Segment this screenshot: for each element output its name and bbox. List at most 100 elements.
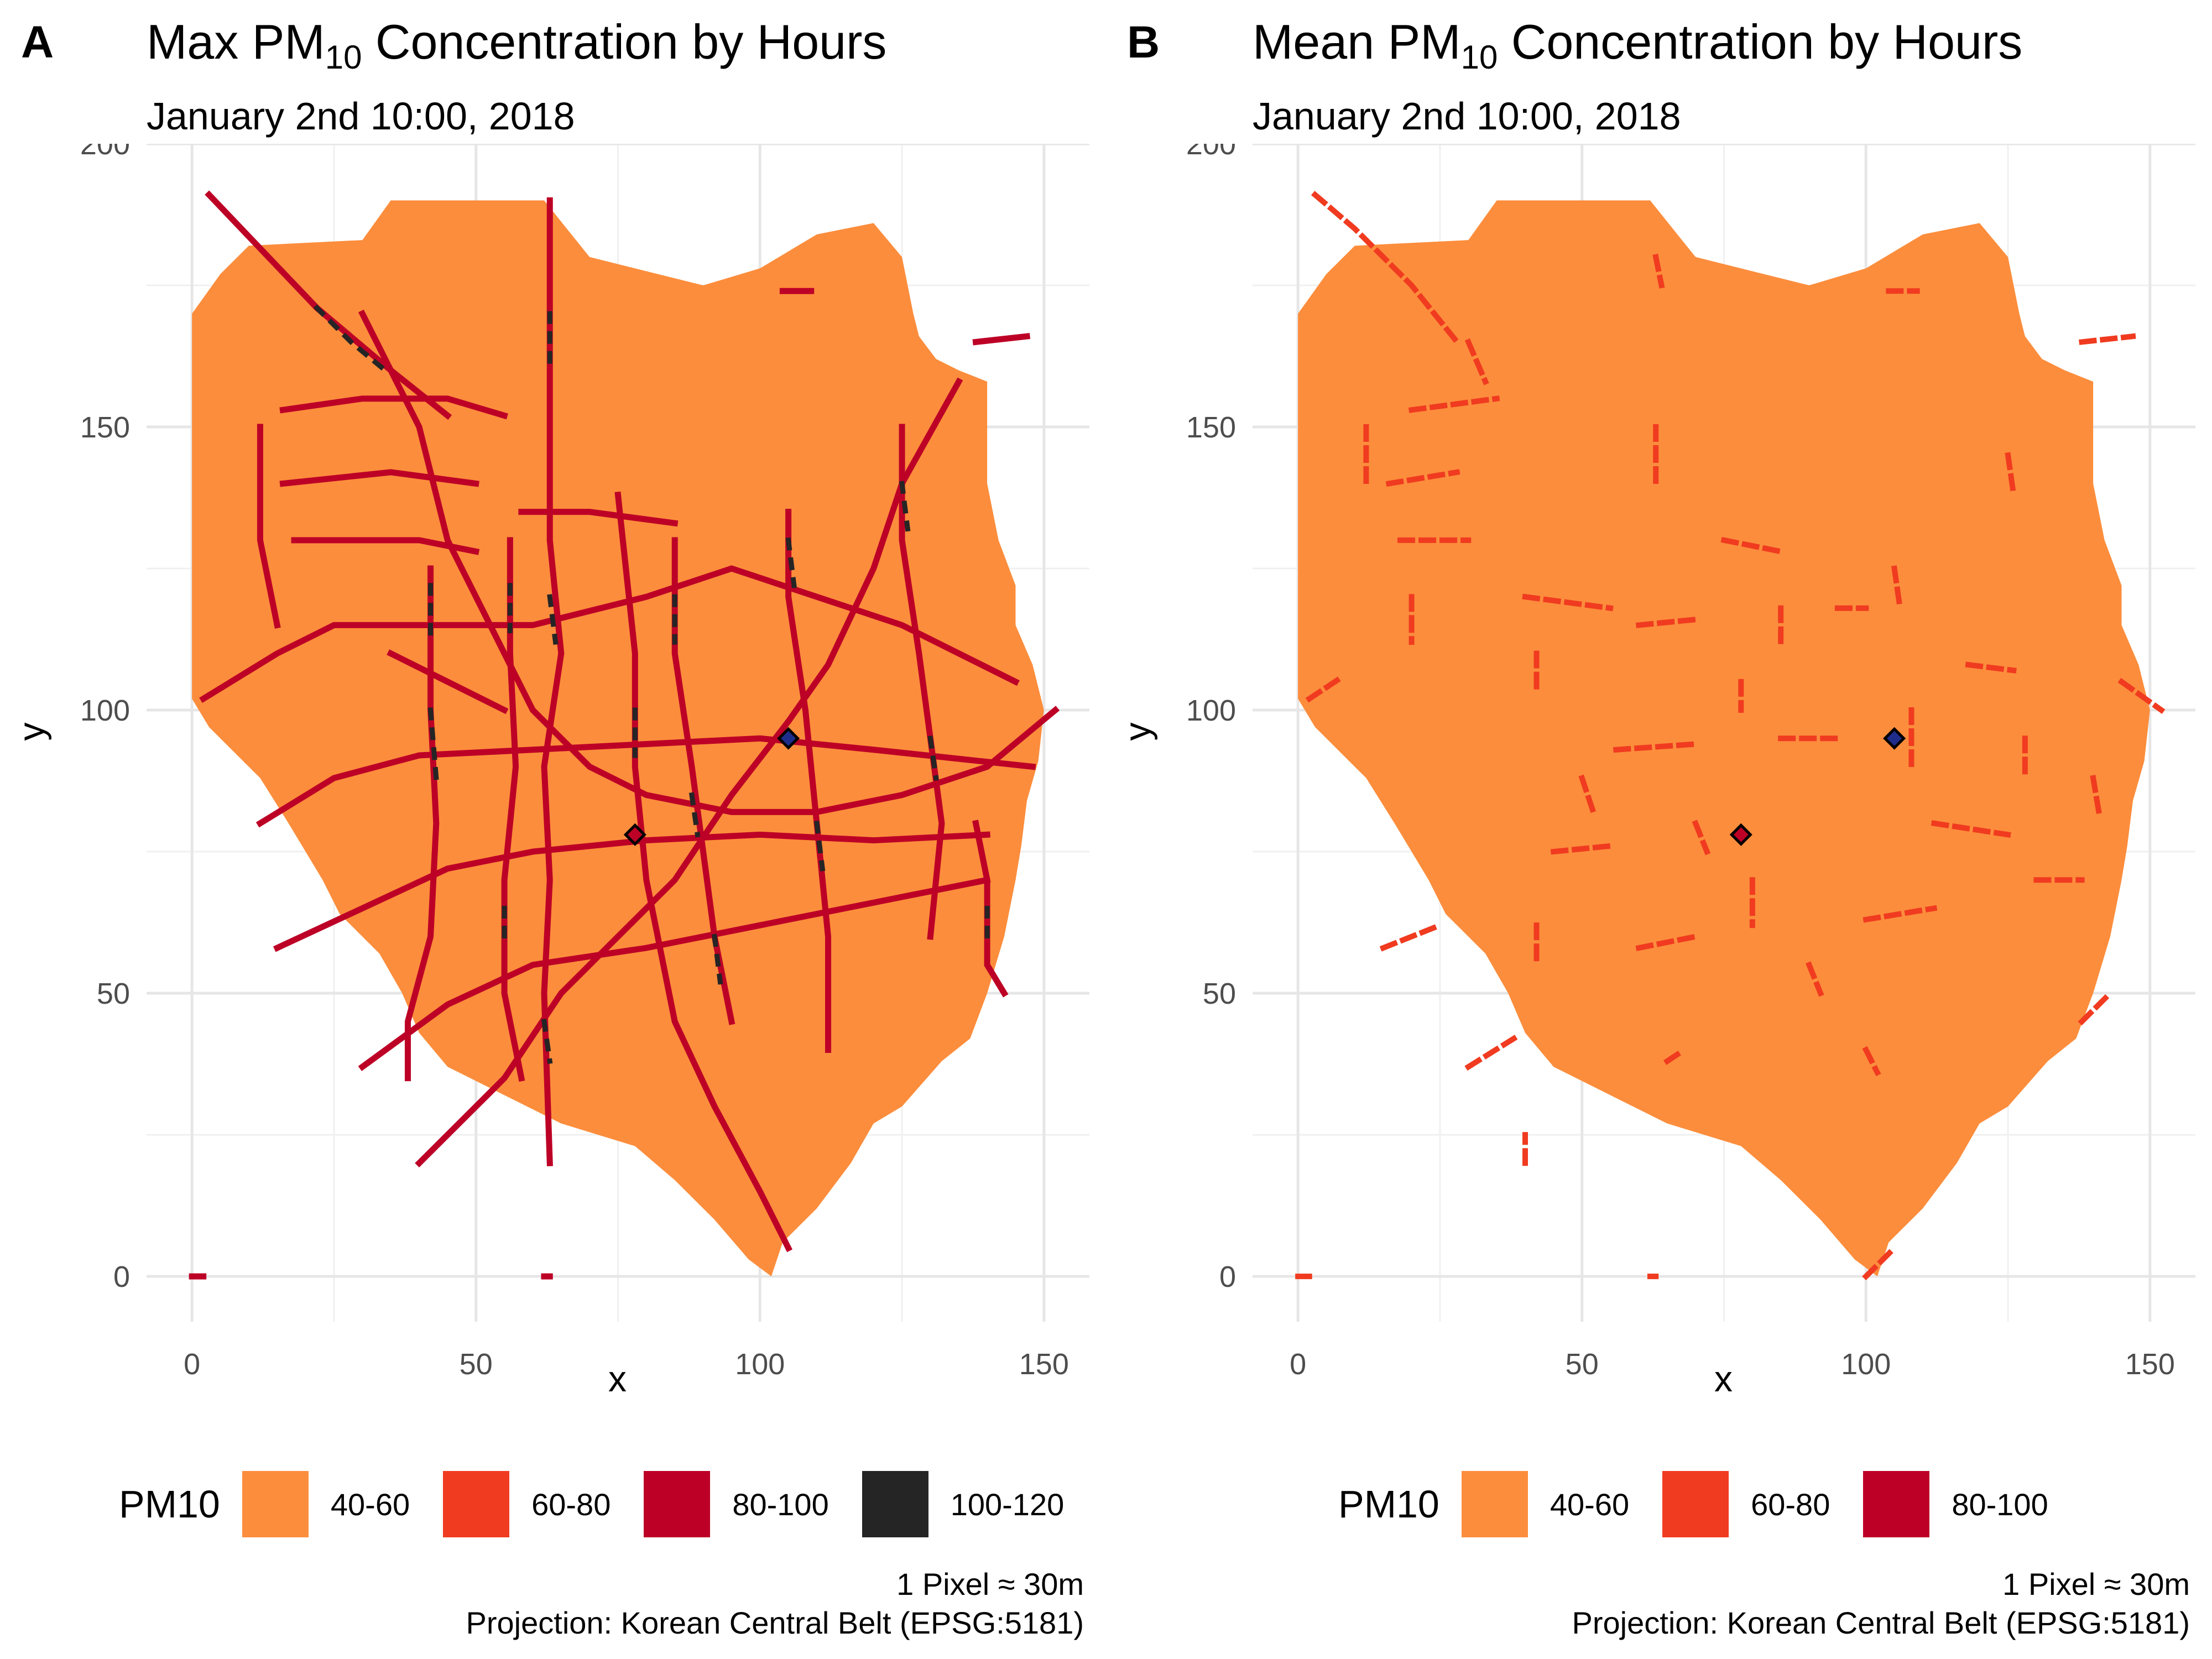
road-cells-60-80	[1522, 593, 1614, 612]
caption-projection: Projection: Korean Central Belt (EPSG:51…	[1572, 1605, 2190, 1640]
road-cells-80-100	[279, 469, 479, 487]
region-cells-40-60	[1298, 200, 2150, 1277]
road-cells-60-80	[1613, 741, 1699, 753]
road-cells-80-100	[199, 565, 1020, 703]
legend: PM10 40-60 60-80 80-100	[1338, 1471, 2081, 1537]
road-cells-80-100	[541, 197, 565, 1166]
title-subscript: 10	[1460, 39, 1498, 76]
road-cells-60-80	[1635, 933, 1699, 952]
road-cells-60-80	[1806, 961, 1824, 997]
legend-label: 60-80	[531, 1486, 611, 1522]
road-cells-60-80	[1379, 921, 1444, 952]
x-tick-label: 0	[184, 1348, 200, 1381]
caption: 1 Pixel ≈ 30m Projection: Korean Central…	[1572, 1565, 2190, 1642]
legend-title: PM10	[1338, 1483, 1439, 1526]
y-tick-label: 200	[1186, 144, 1236, 161]
title-prefix: Max PM	[147, 14, 325, 69]
legend-label: 100-120	[950, 1486, 1065, 1522]
x-tick-label: 150	[2125, 1348, 2175, 1381]
road-cells-80-100	[501, 537, 525, 1082]
site-marker	[1883, 727, 1906, 750]
road-cells-80-100	[205, 190, 452, 420]
road-cells-60-80	[1635, 616, 1699, 628]
road-cells-60-80	[1464, 1035, 1518, 1071]
y-tick-label: 150	[1186, 411, 1236, 444]
panel-a: A Max PM10 Concentration by Hours Januar…	[11, 14, 1097, 1642]
legend-key	[242, 1471, 309, 1537]
caption: 1 Pixel ≈ 30m Projection: Korean Central…	[466, 1565, 1084, 1642]
road-cells-60-80	[1862, 1244, 1898, 1281]
legend-label: 40-60	[330, 1486, 410, 1522]
road-cells-100-120	[313, 304, 389, 374]
road-cells-80-100	[255, 735, 1036, 828]
road-cells-100-120	[927, 735, 939, 781]
y-tick-label: 0	[1219, 1260, 1236, 1293]
legend-label: 80-100	[1952, 1486, 2048, 1522]
title-suffix: Concentration by Hours	[362, 14, 887, 69]
y-tick-label: 50	[97, 977, 130, 1010]
road-cells-60-80	[1464, 338, 1489, 385]
road-cells-60-80	[2117, 677, 2166, 714]
y-tick-label: 200	[80, 144, 130, 161]
panel-tag: B	[1127, 17, 1160, 67]
x-axis-title: x	[608, 1358, 627, 1399]
x-tick-label: 50	[1566, 1348, 1599, 1381]
road-cells-100-120	[813, 820, 826, 872]
road-cells-80-100	[291, 537, 480, 555]
road-cells-60-80	[1863, 905, 1938, 923]
legend-item: 80-100	[1863, 1471, 2048, 1537]
y-tick-label: 100	[1186, 694, 1236, 727]
road-cells-100-120	[712, 933, 723, 985]
road-cells-80-100	[972, 820, 1009, 998]
road-cells-100-120	[899, 481, 911, 532]
legend-item: 40-60	[242, 1471, 410, 1537]
road-cells-60-80	[1578, 774, 1597, 816]
site-marker	[777, 727, 800, 750]
legend-label: 60-80	[1751, 1486, 1830, 1522]
road-cells-80-100	[358, 876, 991, 1071]
legend-key	[1461, 1471, 1528, 1537]
y-tick-label: 0	[113, 1260, 130, 1293]
road-cells-80-100	[279, 395, 508, 420]
road-cells-60-80	[1305, 672, 1348, 703]
legend-label: 40-60	[1550, 1486, 1630, 1522]
road-cells-80-100	[387, 649, 509, 714]
road-cells-60-80	[1652, 253, 1665, 289]
panel-tag: A	[21, 17, 54, 67]
road-cells-80-100	[404, 565, 440, 1082]
legend-item: 60-80	[1662, 1471, 1830, 1537]
chart-subtitle: January 2nd 10:00, 2018	[147, 95, 575, 138]
road-cells-60-80	[1965, 661, 2017, 674]
road-cells-80-100	[972, 333, 1031, 346]
road-cells-100-120	[547, 594, 559, 645]
road-cells-60-80	[1931, 820, 2011, 838]
legend-item: 40-60	[1461, 1471, 1630, 1537]
x-tick-label: 0	[1290, 1348, 1306, 1381]
legend-key	[1662, 1471, 1729, 1537]
road-cells-60-80	[2090, 775, 2103, 816]
caption-scale: 1 Pixel ≈ 30m	[2002, 1567, 2190, 1601]
title-subscript: 10	[325, 39, 362, 76]
legend-key	[1863, 1471, 1930, 1537]
x-tick-label: 100	[1841, 1348, 1891, 1381]
x-tick-label: 50	[460, 1348, 493, 1381]
legend-item: 80-100	[644, 1471, 829, 1537]
heatmap-plot: 0 50 100 150 0 50 100 150 200	[80, 144, 1089, 1381]
road-cells-80-100	[899, 424, 945, 940]
road-cells-80-100	[785, 509, 832, 1053]
road-cells-100-120	[688, 792, 701, 838]
y-tick-label: 50	[1203, 977, 1236, 1010]
road-cells-80-100	[358, 309, 1060, 815]
road-cells-60-80	[1720, 536, 1785, 555]
chart-subtitle: January 2nd 10:00, 2018	[1253, 95, 1681, 138]
road-cells-60-80	[1663, 1046, 1688, 1065]
x-tick-label: 100	[735, 1348, 785, 1381]
title-prefix: Mean PM	[1253, 14, 1461, 69]
heatmap-plot: 0 50 100 150 0 50 100 150 200	[1186, 144, 2195, 1381]
road-cells-60-80	[1891, 565, 1903, 612]
road-cells-60-80	[1385, 469, 1460, 487]
legend: PM10 40-60 60-80 80-100 100-120	[119, 1471, 1097, 1537]
region-cells-40-60	[192, 200, 1044, 1277]
road-cells-60-80	[1408, 395, 1500, 413]
y-tick-label: 150	[80, 411, 130, 444]
